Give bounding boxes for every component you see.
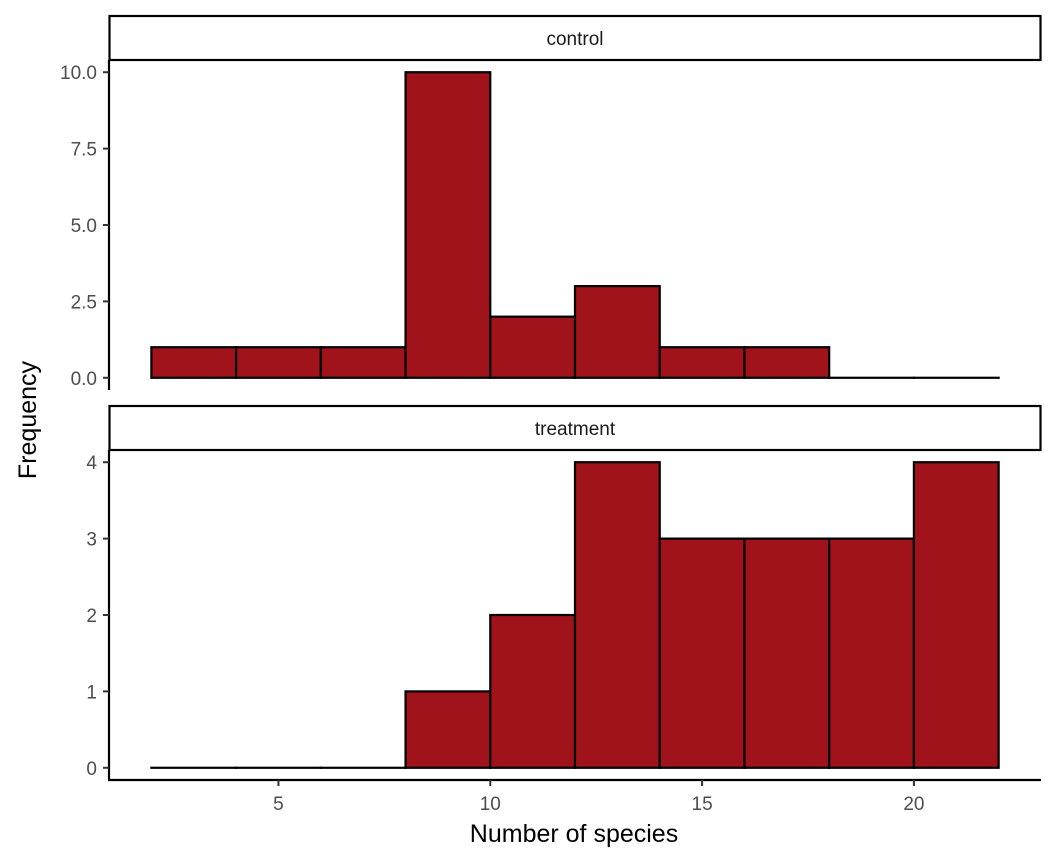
histogram-bar [573,285,661,379]
histogram-bar [404,690,492,769]
x-tick-label: 20 [903,794,924,815]
facet-strip-label: control [546,29,603,50]
x-axis-title: Number of species [470,820,678,848]
y-tick-label: 1 [86,682,97,703]
histogram-bar [489,315,577,379]
y-tick-label: 5.0 [71,216,97,237]
y-tick-label: 0.0 [71,369,97,390]
y-tick-label: 2 [86,606,97,627]
histogram-bar [658,537,746,769]
x-tick-label: 5 [273,794,284,815]
facet-strip [108,14,1042,62]
y-tick-label: 0 [86,759,97,780]
y-axis-title: Frequency [14,360,42,479]
histogram-bar [743,346,831,379]
histogram-bar [743,537,831,769]
histogram-bar [912,461,1000,769]
y-tick-label: 3 [86,530,97,551]
facet-panel-control: control 0.0 2.5 5.0 7.5 10.0 [60,14,1042,390]
x-tick-label: 15 [692,794,713,815]
facet-panels: control 0.0 2.5 5.0 7.5 10.0 treatment 0 1 2 3 4 [60,14,1042,780]
histogram-bar [319,346,407,379]
facet-strip [108,404,1042,452]
histogram-bar [658,346,746,379]
facet-panel-treatment: treatment 0 1 2 3 4 [86,404,1042,780]
facet-strip-label: treatment [535,419,616,440]
y-tick-label: 7.5 [71,140,97,161]
histogram-bar [489,613,577,769]
histogram-bar [828,537,916,769]
x-tick-label: 10 [480,794,501,815]
x-axis: 5 10 15 20 [108,778,1041,815]
histogram-bar [150,346,238,379]
histogram-bar [573,461,661,769]
histogram-bar [234,346,322,379]
y-tick-label: 2.5 [71,292,97,313]
y-tick-label: 4 [86,453,97,474]
y-tick-label: 10.0 [60,63,97,84]
histogram-bar [404,71,492,379]
